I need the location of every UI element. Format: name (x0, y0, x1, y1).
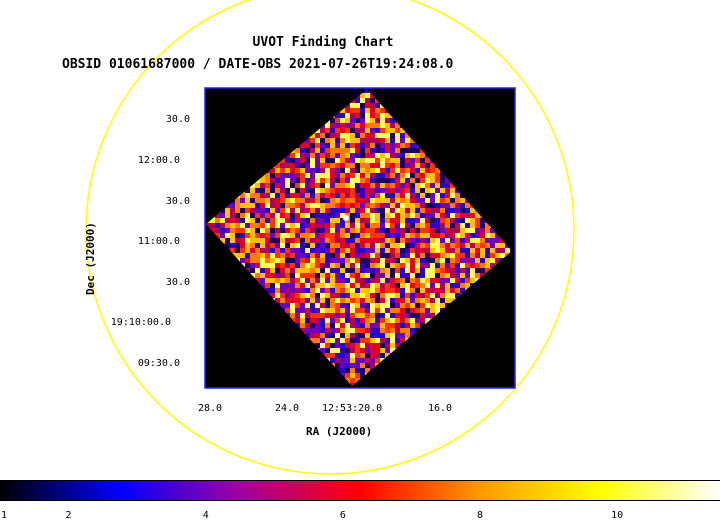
colorbar-tick-label: 10 (611, 510, 624, 521)
ra-tick-label: 28.0 (198, 403, 223, 414)
y-axis-label: Dec (J2000) (84, 222, 97, 295)
ra-tick-label: 24.0 (275, 403, 300, 414)
chart-canvas (85, 0, 575, 475)
colorbar-tick-label: 8 (476, 510, 484, 521)
colorbar-tick-label: 4 (202, 510, 209, 521)
dec-tick-label: 19:10:00.0 (110, 317, 171, 328)
dec-tick-label: 12:00.0 (137, 155, 180, 166)
colorbar-tick-label: 1 (0, 510, 8, 521)
ra-tick-label: 12:53:20.0 (322, 403, 383, 414)
colorbar (0, 480, 720, 501)
chart-subtitle: OBSID 01061687000 / DATE-OBS 2021-07-26T… (62, 57, 454, 72)
dec-tick-label: 30.0 (165, 114, 190, 125)
ra-tick-label: 16.0 (428, 403, 453, 414)
colorbar-tick-label: 2 (65, 510, 72, 521)
bright-source (343, 215, 349, 221)
dec-tick-label: 30.0 (165, 196, 190, 207)
chart-title: UVOT Finding Chart (252, 35, 394, 50)
image-frame (204, 87, 516, 389)
dec-tick-label: 30.0 (165, 277, 190, 288)
dec-tick-label: 09:30.0 (137, 358, 180, 369)
dec-tick-label: 11:00.0 (137, 236, 180, 247)
x-axis-label: RA (J2000) (306, 425, 373, 438)
colorbar-tick-label: 6 (339, 510, 346, 521)
field-of-view-circle (85, 0, 575, 475)
